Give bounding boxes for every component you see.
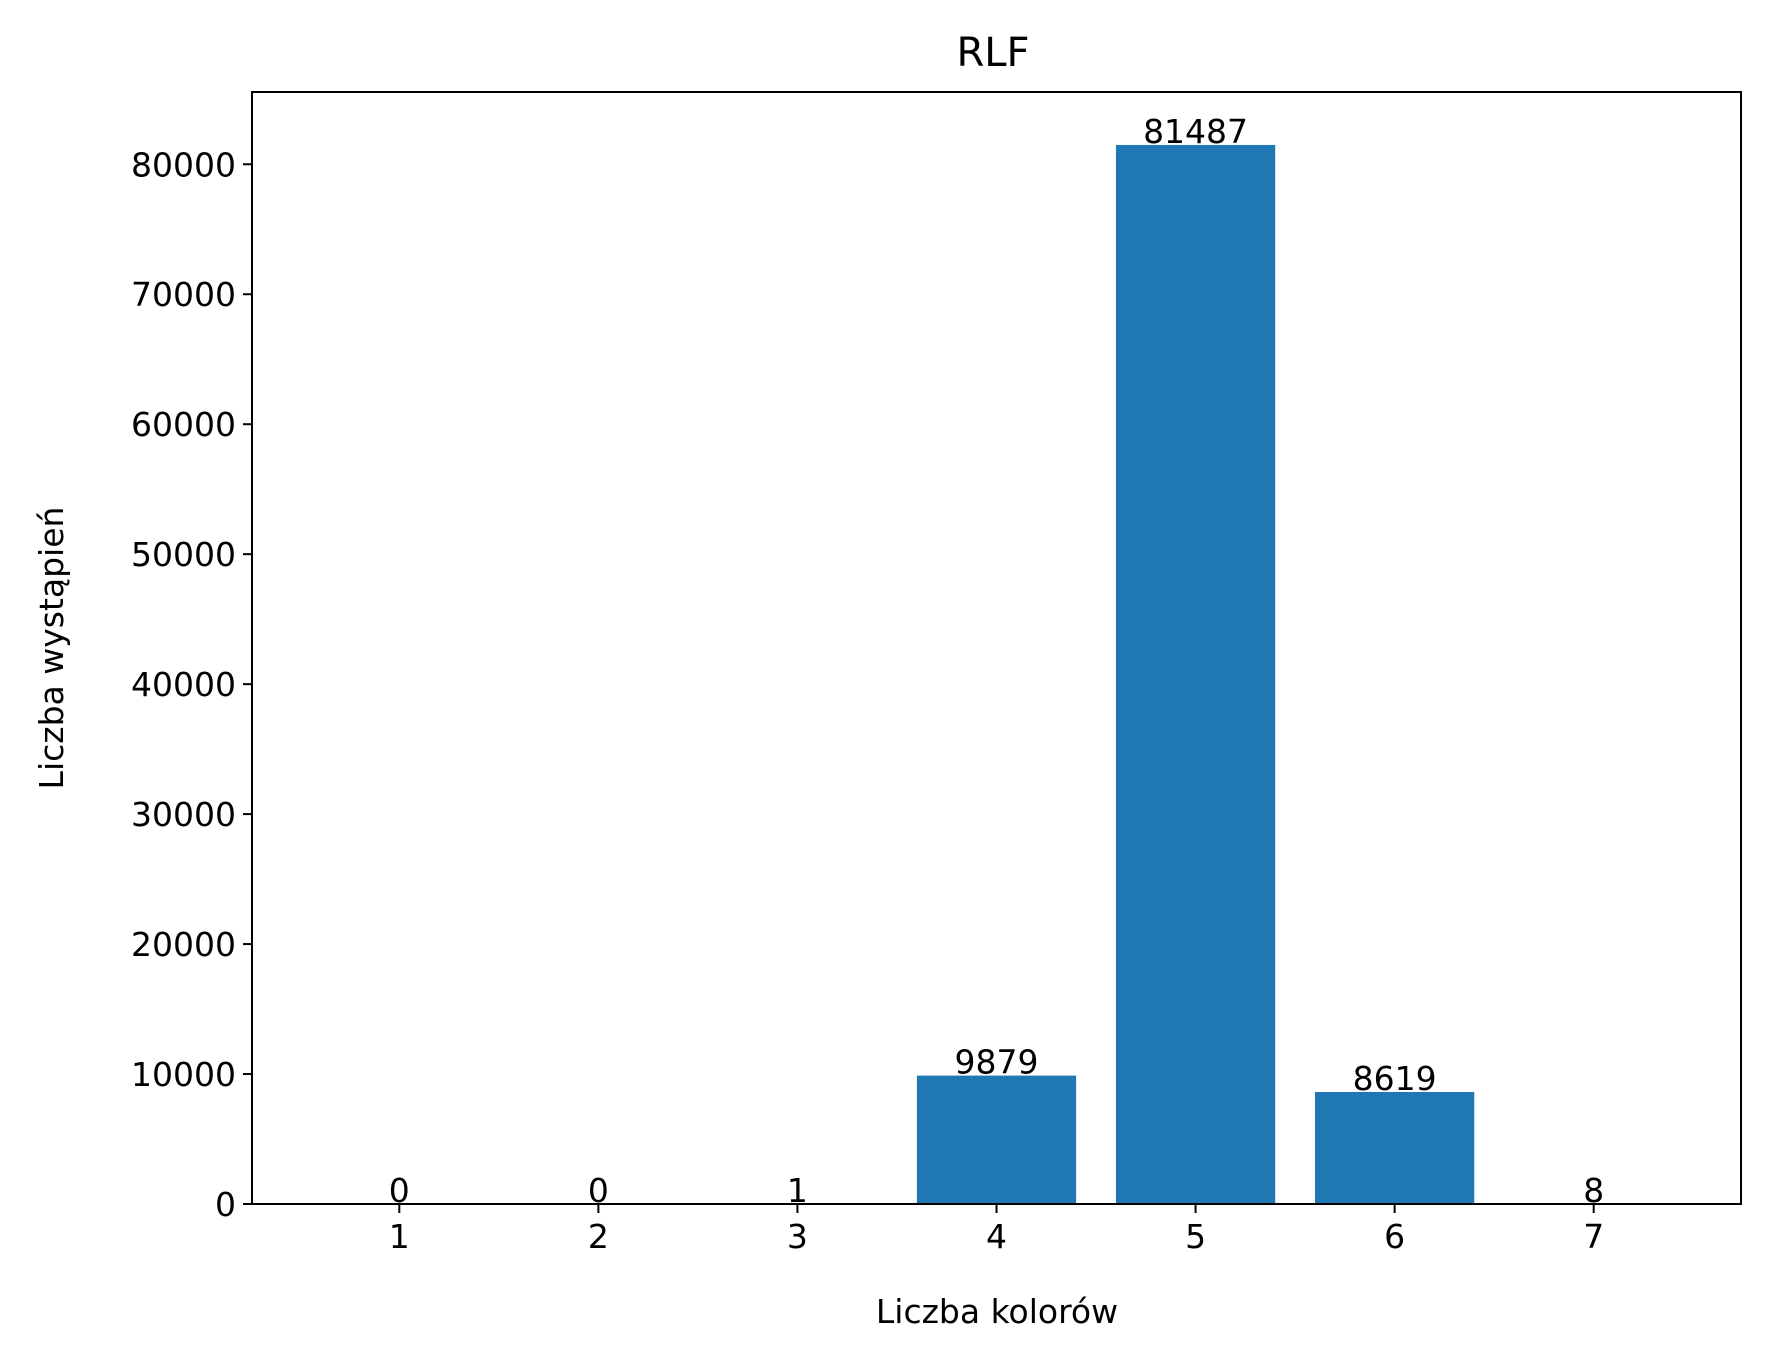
y-tick-label-30000: 30000 xyxy=(131,795,236,834)
y-tick-label-40000: 40000 xyxy=(131,665,236,704)
plot-frame xyxy=(251,91,1742,1205)
data-label-1: 0 xyxy=(389,1171,410,1210)
data-label-2: 0 xyxy=(588,1171,609,1210)
y-tick-label-70000: 70000 xyxy=(131,275,236,314)
x-tick-label-2: 2 xyxy=(588,1217,609,1256)
bar-5 xyxy=(1115,144,1276,1205)
bar-4 xyxy=(916,1075,1077,1204)
chart-title: RLF xyxy=(956,30,1029,76)
bars-layer xyxy=(717,144,1674,1205)
bar-6 xyxy=(1315,1091,1475,1204)
data-label-5: 81487 xyxy=(1143,112,1248,151)
y-tick-label-20000: 20000 xyxy=(131,925,236,964)
x-tick-label-4: 4 xyxy=(986,1217,1007,1256)
data-label-3: 1 xyxy=(787,1171,808,1210)
data-label-4: 9879 xyxy=(955,1043,1039,1082)
x-tick-label-7: 7 xyxy=(1583,1217,1604,1256)
y-tick-label-80000: 80000 xyxy=(131,145,236,184)
data-label-7: 8 xyxy=(1583,1171,1604,1210)
x-tick-label-1: 1 xyxy=(389,1217,410,1256)
y-tick-label-0: 0 xyxy=(215,1185,236,1224)
y-tick-label-60000: 60000 xyxy=(131,405,236,444)
x-ticks-layer: 1 2 3 4 5 6 7 xyxy=(389,1204,1604,1256)
y-tick-label-10000: 10000 xyxy=(131,1055,236,1094)
x-axis-label: Liczba kolorów xyxy=(876,1292,1118,1331)
y-tick-label-50000: 50000 xyxy=(131,535,236,574)
y-ticks-layer: 0 10000 20000 30000 40000 50000 60000 70000 8000… xyxy=(131,145,252,1224)
data-labels-layer: 0 0 1 9879 81487 8619 8 xyxy=(389,112,1604,1210)
x-tick-label-3: 3 xyxy=(787,1217,808,1256)
y-axis-label: Liczba wystąpień xyxy=(32,507,71,790)
x-tick-label-6: 6 xyxy=(1384,1217,1405,1256)
data-label-6: 8619 xyxy=(1353,1059,1437,1098)
x-tick-label-5: 5 xyxy=(1185,1217,1206,1256)
